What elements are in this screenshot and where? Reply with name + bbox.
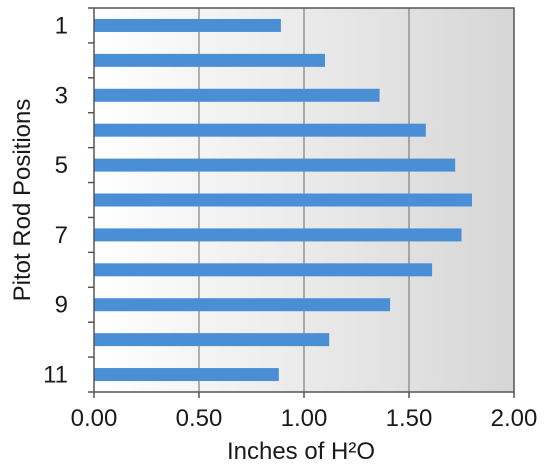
y-tick-label: 7 (55, 222, 68, 249)
bar-position-9 (94, 298, 391, 312)
bar-position-8 (94, 263, 433, 277)
y-tick-label: 3 (55, 82, 68, 109)
y-tick-label: 1 (55, 12, 68, 39)
bar-position-4 (94, 123, 426, 137)
bar-position-3 (94, 88, 380, 102)
y-tick-label: 5 (55, 152, 68, 179)
axes (88, 7, 515, 398)
y-tick-label: 9 (55, 292, 68, 319)
x-tick-label: 1.50 (386, 405, 433, 432)
bar-position-6 (94, 193, 472, 207)
bar-position-11 (94, 368, 279, 382)
bar-position-10 (94, 333, 330, 347)
bar-position-2 (94, 53, 325, 67)
bar-position-7 (94, 228, 462, 242)
x-tick-label: 1.00 (281, 405, 328, 432)
x-tick-label: 2.00 (491, 405, 538, 432)
tick-labels: 1 3 5 7 9 110.00 0.50 1.00 1.50 2.00 (43, 12, 537, 432)
x-axis-title: Inches of H²O (227, 438, 375, 465)
bars (94, 18, 472, 382)
x-tick-label: 0.50 (176, 405, 223, 432)
y-tick-label: 11 (43, 362, 68, 389)
y-axis-title: Pitot Rod Positions (9, 99, 36, 302)
x-tick-label: 0.00 (71, 405, 118, 432)
bar-position-1 (94, 18, 281, 32)
bar-position-5 (94, 158, 456, 172)
